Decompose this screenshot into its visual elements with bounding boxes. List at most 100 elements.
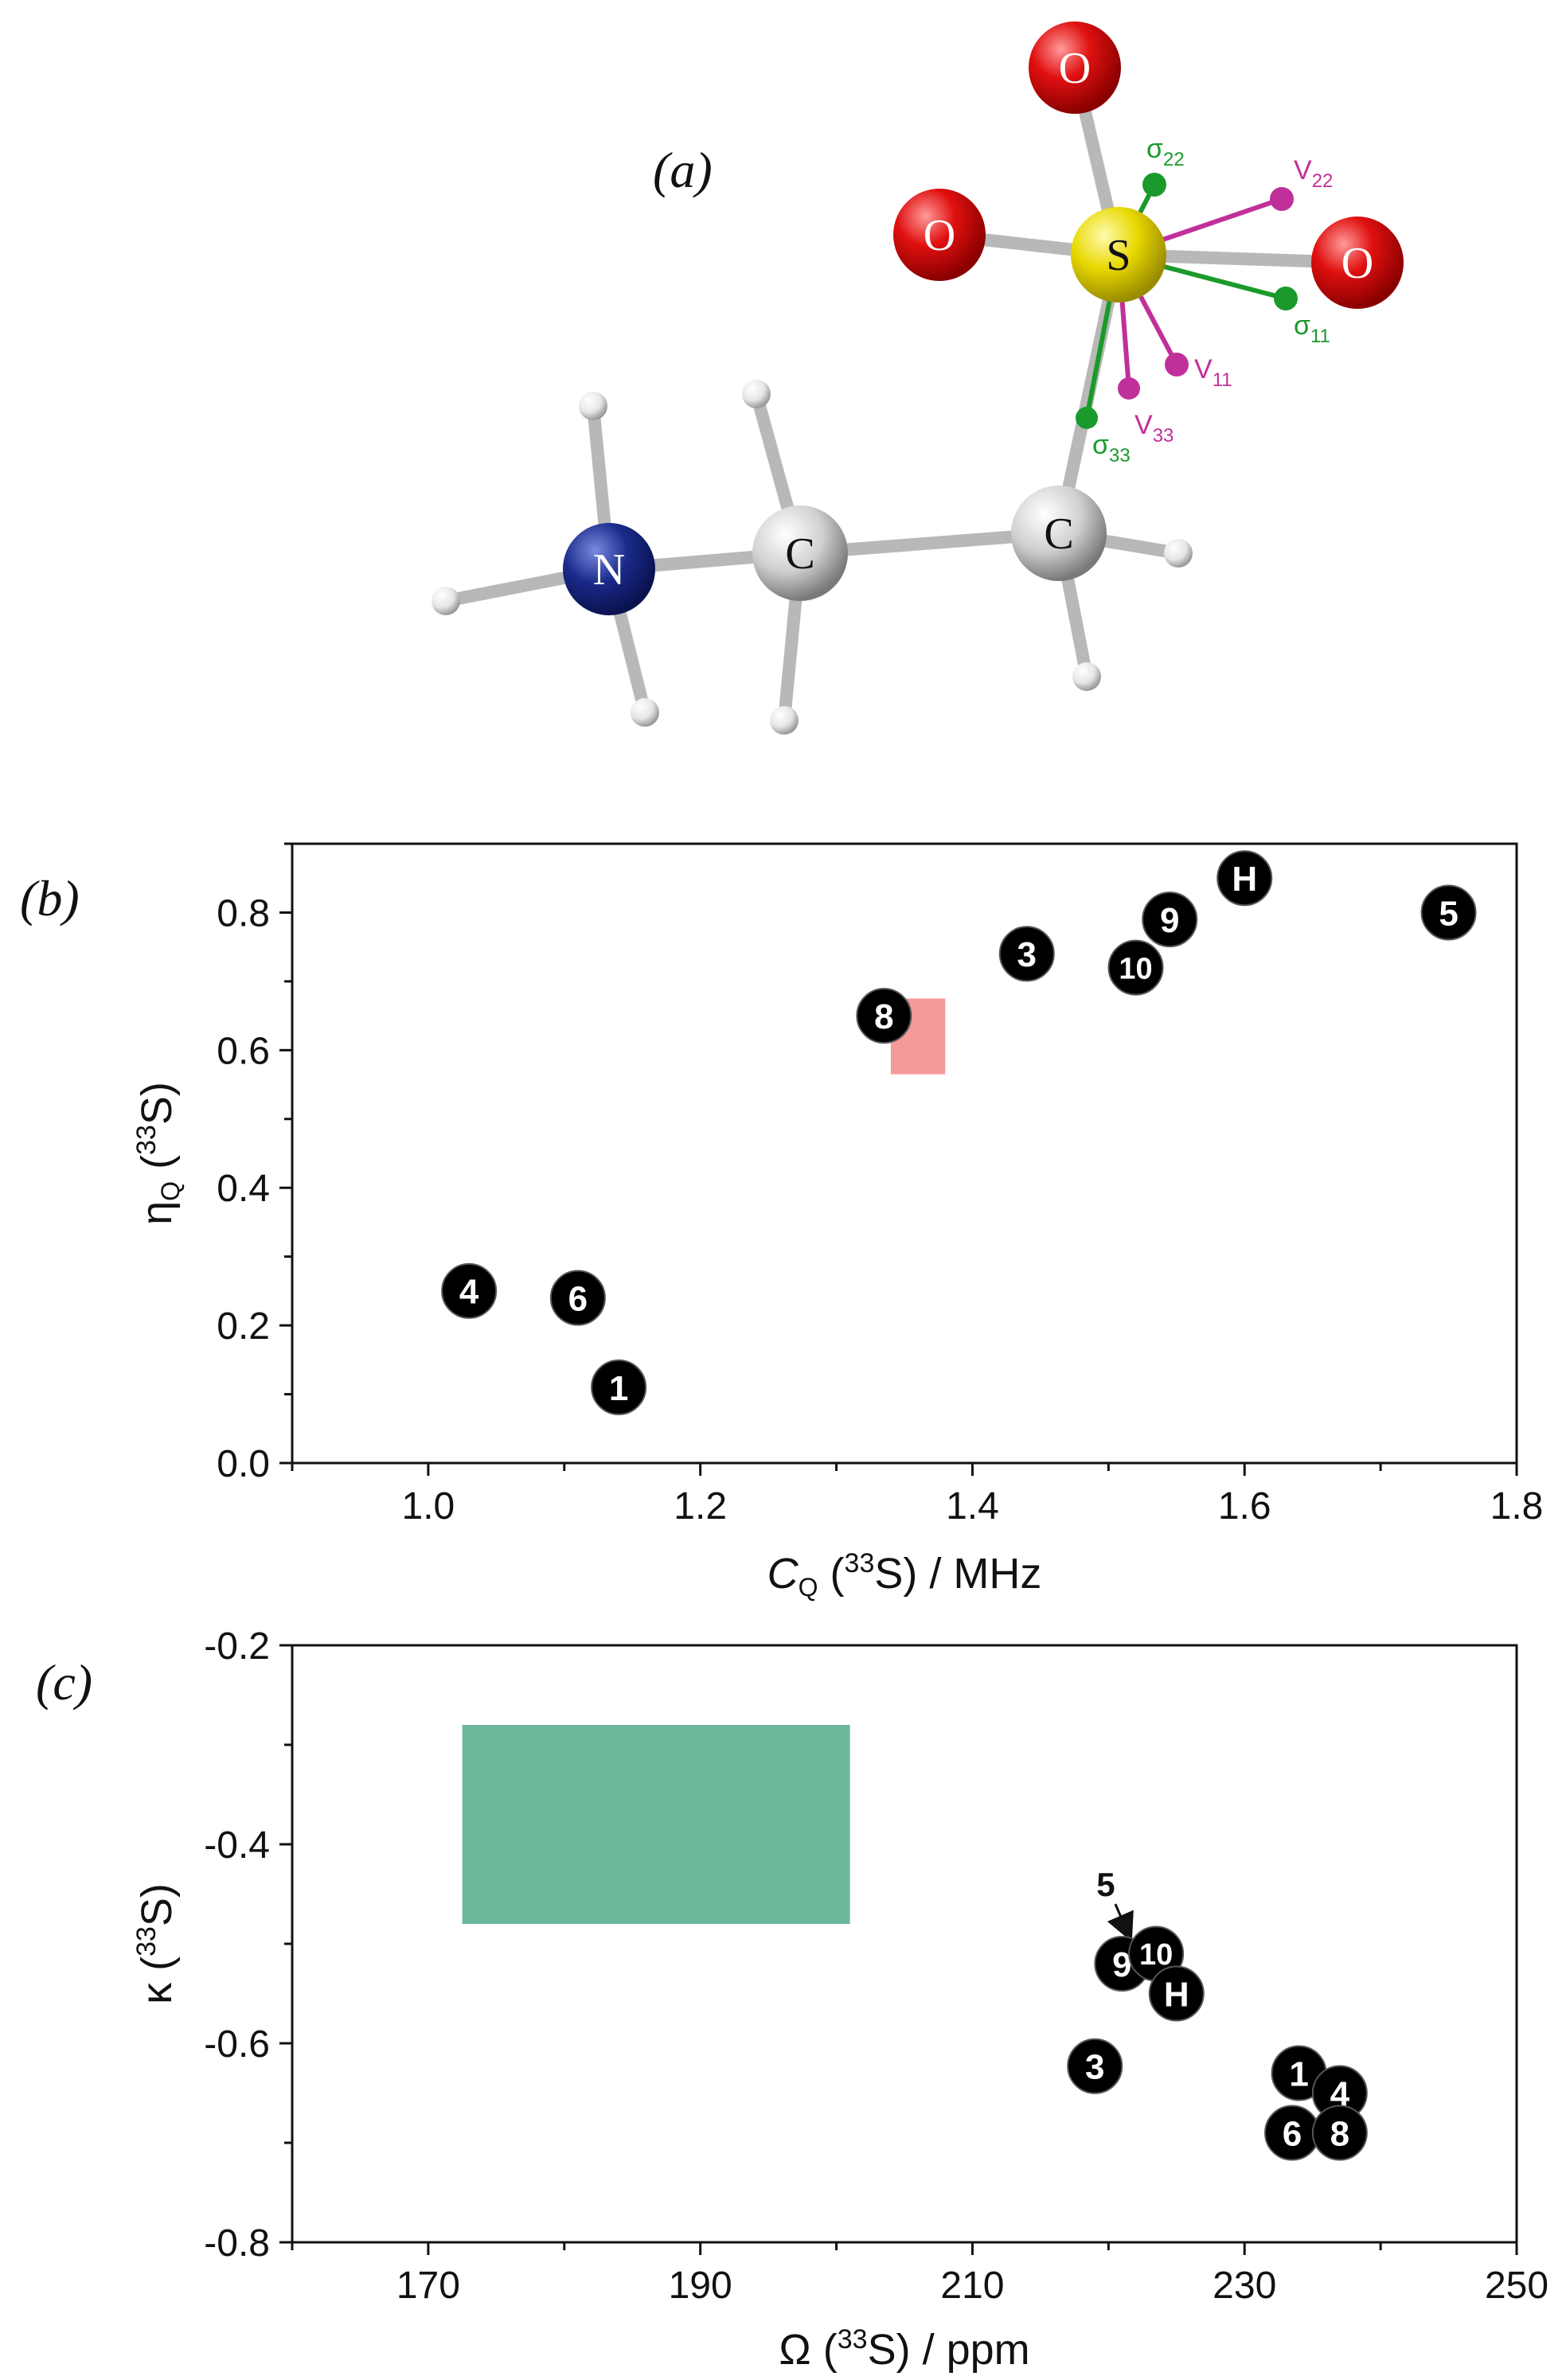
carbon-atom-2 <box>1011 486 1107 581</box>
data-point-label: 9 <box>1160 901 1179 940</box>
data-point <box>1148 1965 1205 2022</box>
oxygen-atom-left <box>893 189 986 281</box>
chart-c-region <box>462 1725 850 1924</box>
atom-label-o-right: O <box>1341 239 1373 288</box>
data-point-label: 8 <box>874 997 893 1036</box>
v22-dot <box>1270 187 1294 211</box>
sigma11-label: σ11 <box>1294 310 1330 347</box>
sulfur-atom <box>1071 207 1166 302</box>
data-point-label: 3 <box>1085 2048 1104 2087</box>
data-point-label: H <box>1232 860 1257 899</box>
data-point-label: H <box>1164 1975 1189 2014</box>
sigma33-dot <box>1076 407 1098 429</box>
v11-label: V11 <box>1194 354 1232 391</box>
atoms <box>432 21 1404 735</box>
y-tick-label: 0.4 <box>217 1168 270 1210</box>
chart-c: (c) 170 190 210 230 250-0.8-0.6-0.4-0.2 539 1… <box>36 1625 1548 2374</box>
hydrogen-atom <box>1072 662 1101 691</box>
hydrogen-atom <box>432 587 460 615</box>
tensor-labels: σ22 σ11 σ33 V22 V11 V33 <box>1092 134 1333 466</box>
hydrogen-atom <box>631 698 659 727</box>
sigma22-label: σ22 <box>1146 134 1185 170</box>
v33-dot <box>1118 377 1140 400</box>
y-tick-label: 0.2 <box>217 1305 270 1348</box>
atom-label-c2: C <box>1044 509 1073 559</box>
data-point-label: 6 <box>568 1279 588 1318</box>
atom-label-o-left: O <box>924 211 955 260</box>
y-tick-label: -0.8 <box>204 2222 270 2265</box>
x-tick-label: 190 <box>669 2265 732 2307</box>
data-point-label: 5 <box>1439 894 1458 933</box>
x-tick-label: 1.0 <box>402 1485 455 1527</box>
x-tick-label: 250 <box>1485 2265 1548 2307</box>
hydrogen-atom <box>1164 539 1193 568</box>
data-point <box>856 988 912 1044</box>
bonds <box>439 61 1364 727</box>
data-point <box>1420 884 1477 941</box>
chart-c-xlabel: Ω (33S) / ppm <box>779 2324 1029 2374</box>
sigma11-dot <box>1274 287 1298 310</box>
y-tick-label: -0.4 <box>204 1824 270 1867</box>
x-tick-label: 170 <box>396 2265 460 2307</box>
atom-label-o-top: O <box>1059 44 1091 93</box>
data-point-label: 8 <box>1330 2114 1349 2153</box>
data-point <box>1142 892 1198 948</box>
hydrogen-atom <box>742 380 771 408</box>
atom-labels: O O O S N C C <box>593 44 1373 595</box>
chart-c-ylabel: κ (33S) <box>131 1883 181 2004</box>
x-tick-label: 1.4 <box>946 1485 999 1527</box>
nitrogen-atom <box>563 523 655 615</box>
y-tick-label: 0.6 <box>217 1030 270 1072</box>
data-point <box>1067 2038 1123 2094</box>
panel-c-label: (c) <box>36 1654 92 1711</box>
y-tick-label: 0.0 <box>217 1443 270 1485</box>
data-point <box>1311 2105 1368 2161</box>
data-point <box>998 926 1055 982</box>
data-point-label: 3 <box>1017 935 1037 974</box>
panel-a: (a) <box>432 21 1404 735</box>
chart-c-ticks: 170 190 210 230 250 -0.8 -0.6 -0.4 -0.2 <box>204 1625 1548 2307</box>
data-point <box>549 1270 606 1326</box>
data-point <box>1107 939 1164 996</box>
atom-label-s: S <box>1106 231 1131 280</box>
x-tick-label: 1.6 <box>1218 1485 1271 1527</box>
v22-label: V22 <box>1294 155 1333 192</box>
v33-label: V33 <box>1134 410 1174 447</box>
v11-dot <box>1165 353 1189 377</box>
chart-b: (b) 1.0 1.2 1.4 1.6 1.8 0.0 0.2 0.4 0.6 0.8 1 4 6 8 3… <box>20 842 1544 1602</box>
highlight-region <box>462 1725 850 1924</box>
data-point <box>441 1262 498 1319</box>
x-tick-label: 1.2 <box>674 1485 727 1527</box>
chart-b-frame <box>291 842 1518 1465</box>
data-point-label: 4 <box>459 1273 479 1312</box>
data-point <box>591 1359 647 1415</box>
chart-b-ylabel: ηQ (33S) <box>131 1082 185 1225</box>
panel-a-label: (a) <box>653 142 713 198</box>
hydrogen-atom <box>579 392 607 420</box>
panel-b-label: (b) <box>20 870 80 927</box>
x-tick-label: 1.8 <box>1490 1485 1544 1527</box>
data-point-label: 10 <box>1119 952 1152 985</box>
y-tick-label: -0.6 <box>204 2023 270 2066</box>
data-point-label: 6 <box>1283 2114 1302 2153</box>
y-tick-label: 0.8 <box>217 892 270 934</box>
chart-b-ticks: 1.0 1.2 1.4 1.6 1.8 0.0 0.2 0.4 0.6 0.8 <box>217 842 1544 1527</box>
atom-label-c1: C <box>785 529 814 579</box>
y-tick-label: -0.2 <box>204 1625 270 1668</box>
chart-b-points: 1 4 6 8 3 109 H 5 <box>441 850 1477 1415</box>
chart-b-xlabel: CQ (33S) / MHz <box>767 1548 1042 1602</box>
data-point-label: 1 <box>609 1369 628 1408</box>
annotation-label: 5 <box>1096 1866 1115 1903</box>
annotation-arrow <box>1107 1903 1134 1942</box>
hydrogen-atom <box>770 706 799 735</box>
x-tick-label: 230 <box>1213 2265 1276 2307</box>
x-tick-label: 210 <box>940 2265 1004 2307</box>
carbon-atom-1 <box>752 505 848 601</box>
sigma33-label: σ33 <box>1092 430 1131 466</box>
sigma22-dot <box>1142 173 1166 197</box>
oxygen-atom-right <box>1311 217 1404 309</box>
data-point-label: 1 <box>1289 2054 1308 2093</box>
oxygen-atom-top <box>1029 21 1121 114</box>
data-point <box>1216 850 1273 907</box>
